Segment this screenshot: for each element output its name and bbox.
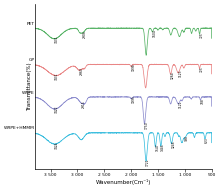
- Text: 1547: 1547: [156, 144, 160, 151]
- Text: 725: 725: [200, 32, 204, 38]
- Text: PET: PET: [27, 22, 35, 26]
- Text: WRPE: WRPE: [22, 91, 35, 95]
- Text: 1998: 1998: [131, 64, 135, 71]
- Text: 2906: 2906: [82, 30, 86, 38]
- Text: 1604: 1604: [152, 29, 156, 37]
- Text: 1121: 1121: [178, 101, 182, 108]
- Text: 725: 725: [200, 67, 204, 72]
- Text: 1750: 1750: [145, 121, 149, 129]
- Text: 3422: 3422: [55, 106, 59, 113]
- Text: 1995: 1995: [131, 95, 135, 103]
- Text: WRPE+HMMM: WRPE+HMMM: [4, 126, 35, 130]
- Text: 1123: 1123: [178, 70, 182, 77]
- Text: 1248: 1248: [172, 140, 176, 148]
- Text: 3424: 3424: [55, 141, 59, 149]
- Text: 2915: 2915: [82, 100, 86, 108]
- Text: 1446: 1446: [161, 143, 165, 150]
- Text: 2960: 2960: [80, 67, 84, 75]
- Text: 3431: 3431: [54, 36, 58, 43]
- Text: 1721: 1721: [146, 158, 150, 166]
- Text: 708: 708: [200, 98, 204, 104]
- Text: 998: 998: [185, 135, 189, 141]
- Text: 3431: 3431: [54, 72, 58, 80]
- Text: 1264: 1264: [171, 71, 175, 79]
- Text: 623: 623: [205, 137, 209, 143]
- X-axis label: Wavenumber(Cm⁻¹): Wavenumber(Cm⁻¹): [95, 179, 151, 185]
- Text: GP: GP: [29, 58, 35, 62]
- Y-axis label: Transmittance(%): Transmittance(%): [28, 62, 32, 111]
